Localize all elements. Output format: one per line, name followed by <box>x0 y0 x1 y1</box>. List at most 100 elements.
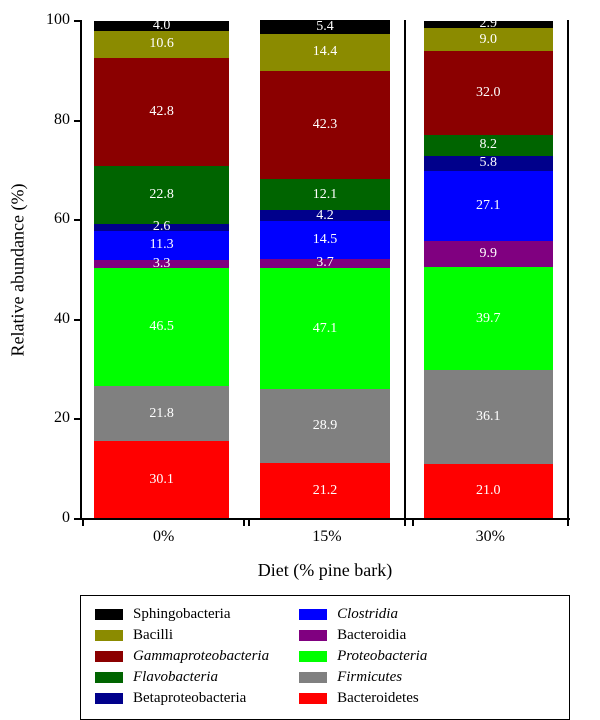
legend-swatch <box>95 630 123 641</box>
group-right-border <box>567 20 569 518</box>
bar-segment-gammaproteobacteria: 32.0 <box>424 51 553 134</box>
figure: Relative abundance (%) 020406080100 30.1… <box>0 0 600 700</box>
x-tick <box>82 518 84 526</box>
bar-segment-sphingobacteria: 2.9 <box>424 21 553 28</box>
legend-label: Clostridia <box>337 606 398 623</box>
legend-column: Sphingobacteria Bacilli Gammaproteobacteri… <box>95 606 269 707</box>
bar-segment-label: 21.2 <box>313 484 338 498</box>
legend-label: Bacteroidetes <box>337 690 419 707</box>
y-tick-label: 60 <box>32 210 70 228</box>
legend-item-firmicutes: Firmicutes <box>299 669 427 686</box>
bar-column: 30.121.846.53.311.32.622.842.810.64.0 <box>94 20 229 518</box>
bar-segment-bacilli: 10.6 <box>94 31 229 58</box>
bar-segment-clostridia: 27.1 <box>424 171 553 241</box>
bar-segment-label: 46.5 <box>149 320 174 334</box>
x-category-label: 15% <box>312 528 341 546</box>
bar-segment-label: 9.9 <box>480 247 498 261</box>
legend-item-flavobacteria: Flavobacteria <box>95 669 269 686</box>
bar-segment-label: 8.2 <box>480 138 498 152</box>
legend-label: Proteobacteria <box>337 648 427 665</box>
bar-segment-label: 5.8 <box>480 156 498 170</box>
bar-segment-bacteroidetes: 21.0 <box>424 464 553 518</box>
group-gap <box>406 20 412 518</box>
y-tick-label: 20 <box>32 409 70 427</box>
legend-item-gammaproteobacteria: Gammaproteobacteria <box>95 648 269 665</box>
y-tick-label: 80 <box>32 111 70 129</box>
x-category-label: 30% <box>476 528 505 546</box>
x-tick <box>243 518 245 526</box>
bar-segment-bacteroidetes: 30.1 <box>94 441 229 518</box>
y-tick-label: 0 <box>32 509 70 527</box>
bar-segment-betaproteobacteria: 4.2 <box>260 210 389 221</box>
bar-segment-label: 22.8 <box>149 188 174 202</box>
bar-segment-label: 5.4 <box>316 20 334 34</box>
y-tick <box>74 120 82 122</box>
bar-segment-label: 27.1 <box>476 199 501 213</box>
y-tick-label: 40 <box>32 310 70 328</box>
bar-segment-label: 21.0 <box>476 484 501 498</box>
bar-segment-bacilli: 14.4 <box>260 34 389 71</box>
bar-segment-bacteroidetes: 21.2 <box>260 463 389 518</box>
bar-segment-sphingobacteria: 4.0 <box>94 21 229 31</box>
legend-column: Clostridia Bacteroidia Proteobacteria Firmi… <box>299 606 427 707</box>
bar-segment-label: 36.1 <box>476 410 501 424</box>
bar-segment-label: 10.6 <box>149 37 174 51</box>
x-tick <box>404 518 406 526</box>
bar-segment-firmicutes: 36.1 <box>424 370 553 464</box>
y-tick <box>74 518 82 520</box>
bar-segment-flavobacteria: 8.2 <box>424 135 553 156</box>
bar-segment-label: 47.1 <box>313 322 338 336</box>
legend-swatch <box>95 651 123 662</box>
legend-item-proteobacteria: Proteobacteria <box>299 648 427 665</box>
legend-item-sphingobacteria: Sphingobacteria <box>95 606 269 623</box>
bar-segment-proteobacteria: 46.5 <box>94 268 229 386</box>
bar-segment-label: 11.3 <box>150 238 174 252</box>
bar-segment-bacilli: 9.0 <box>424 28 553 51</box>
bar-segment-label: 28.9 <box>313 419 338 433</box>
plot-area: 020406080100 30.121.846.53.311.32.622.84… <box>80 20 570 520</box>
bar-segment-bacteroidia: 3.3 <box>94 260 229 268</box>
legend-swatch <box>299 651 327 662</box>
bar-segment-label: 32.0 <box>476 86 501 100</box>
bar-segment-label: 14.5 <box>313 233 338 247</box>
bar-segment-bacteroidia: 9.9 <box>424 241 553 267</box>
bar-segment-proteobacteria: 39.7 <box>424 267 553 370</box>
y-tick <box>74 20 82 22</box>
x-tick <box>412 518 414 526</box>
x-tick <box>567 518 569 526</box>
bar-segment-label: 39.7 <box>476 312 501 326</box>
bar-segment-clostridia: 14.5 <box>260 221 389 258</box>
legend-label: Bacilli <box>133 627 173 644</box>
legend-swatch <box>299 672 327 683</box>
x-tick <box>248 518 250 526</box>
legend-swatch <box>299 609 327 620</box>
x-category-label: 0% <box>153 528 174 546</box>
legend: Sphingobacteria Bacilli Gammaproteobacteri… <box>80 595 570 720</box>
bar-column: 21.228.947.13.714.54.212.142.314.45.4 <box>260 20 389 518</box>
legend-label: Gammaproteobacteria <box>133 648 269 665</box>
bar-segment-label: 42.3 <box>313 118 338 132</box>
bar-segment-label: 12.1 <box>313 188 338 202</box>
bar-segment-gammaproteobacteria: 42.8 <box>94 58 229 167</box>
legend-item-clostridia: Clostridia <box>299 606 427 623</box>
bar-segment-firmicutes: 28.9 <box>260 389 389 463</box>
bar-segment-label: 30.1 <box>149 473 174 487</box>
y-tick <box>74 418 82 420</box>
group-gap <box>242 20 248 518</box>
legend-item-betaproteobacteria: Betaproteobacteria <box>95 690 269 707</box>
legend-label: Betaproteobacteria <box>133 690 246 707</box>
legend-item-bacteroidetes: Bacteroidetes <box>299 690 427 707</box>
bar-segment-proteobacteria: 47.1 <box>260 268 389 389</box>
bar-segment-label: 9.0 <box>480 33 498 47</box>
bar-column: 21.0 36.1 39.7 9.9 27.1 5.8 8.2 32.0 9.0 2.9 <box>424 20 553 518</box>
y-tick <box>74 219 82 221</box>
y-tick <box>74 319 82 321</box>
legend-swatch <box>95 693 123 704</box>
legend-label: Flavobacteria <box>133 669 218 686</box>
legend-label: Firmicutes <box>337 669 402 686</box>
legend-label: Bacteroidia <box>337 627 406 644</box>
x-axis-title: Diet (% pine bark) <box>258 560 392 581</box>
bar-segment-label: 42.8 <box>149 105 174 119</box>
bar-segment-sphingobacteria: 5.4 <box>260 20 389 34</box>
y-tick-label: 100 <box>32 11 70 29</box>
